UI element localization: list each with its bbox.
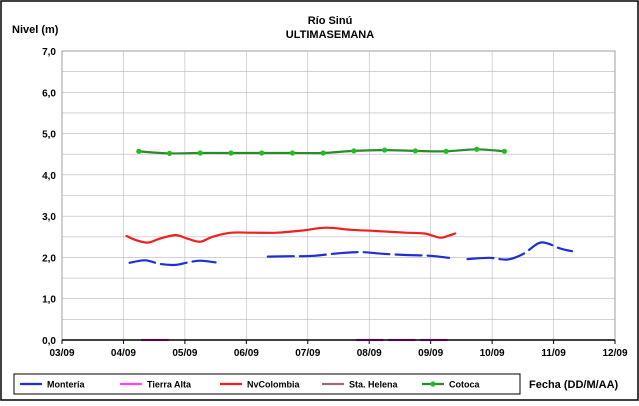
y-tick-label: 0,0 xyxy=(42,336,56,347)
data-point-cotoca xyxy=(259,150,265,156)
y-axis-label: Nivel (m) xyxy=(12,24,59,36)
series-line-nvcolombia xyxy=(125,226,457,244)
data-point-cotoca xyxy=(228,150,234,156)
legend-marker-cotoca xyxy=(430,381,436,387)
data-point-cotoca xyxy=(289,150,296,156)
series-line-monter-a xyxy=(466,241,574,261)
data-point-cotoca xyxy=(412,148,418,154)
data-point-cotoca xyxy=(197,150,203,156)
y-tick-label: 7,0 xyxy=(42,47,56,58)
y-tick-label: 5,0 xyxy=(42,130,56,141)
grid xyxy=(62,51,615,340)
x-axis-label: Fecha (DD/M/AA) xyxy=(529,379,619,391)
x-tick-label: 11/09 xyxy=(541,348,566,359)
x-tick-label: 05/09 xyxy=(172,348,197,359)
x-tick-label: 07/09 xyxy=(295,348,320,359)
legend-label-nvcolombia: NvColombia xyxy=(247,380,301,390)
series-layer xyxy=(125,146,574,342)
x-tick-label: 10/09 xyxy=(480,348,505,359)
data-point-cotoca xyxy=(320,150,326,156)
x-tick-label: 06/09 xyxy=(234,348,259,359)
data-point-cotoca xyxy=(381,147,388,153)
legend xyxy=(13,373,521,395)
series-line-monter-a xyxy=(128,259,217,267)
x-tick-label: 08/09 xyxy=(357,348,382,359)
data-point-cotoca xyxy=(351,148,357,154)
data-point-cotoca xyxy=(136,148,142,154)
y-tick-label: 3,0 xyxy=(42,212,56,223)
chart-title: Río Sinú xyxy=(308,15,353,27)
chart-subtitle: ULTIMASEMANA xyxy=(286,29,374,41)
data-point-cotoca xyxy=(474,146,480,152)
legend-label-tierra-alta: Tierra Alta xyxy=(147,380,192,390)
data-point-cotoca xyxy=(501,148,507,154)
legend-label-cotoca: Cotoca xyxy=(449,380,480,390)
data-point-cotoca xyxy=(166,150,173,156)
x-tick-label: 03/09 xyxy=(49,348,74,359)
x-tick-label: 04/09 xyxy=(111,348,136,359)
data-point-cotoca xyxy=(443,148,449,154)
y-tick-label: 6,0 xyxy=(42,88,56,99)
y-tick-labels: 0,0 1,0 2,0 3,0 4,0 5,0 6,0 7,0 xyxy=(42,47,56,347)
y-tick-label: 2,0 xyxy=(42,253,56,264)
x-tick-label: 09/09 xyxy=(418,348,443,359)
legend-items: Montería Tierra Alta NvColombia Sta. Helena… xyxy=(20,380,480,390)
x-tick-label: 12/09 xyxy=(602,348,627,359)
legend-label-sta-helena: Sta. Helena xyxy=(349,380,399,390)
legend-label-monter-a: Montería xyxy=(47,380,85,390)
y-tick-label: 4,0 xyxy=(42,171,56,182)
y-tick-label: 1,0 xyxy=(42,295,56,306)
